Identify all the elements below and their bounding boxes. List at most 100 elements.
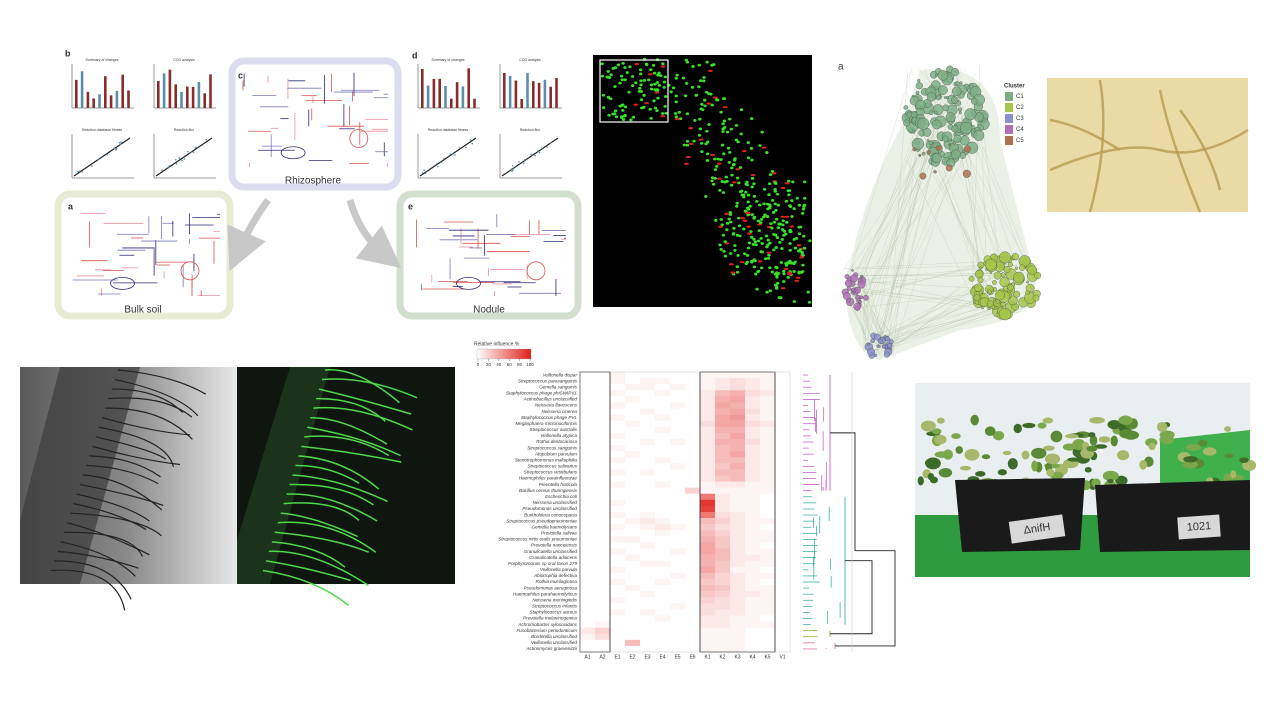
leaf: [934, 434, 947, 445]
cell: [691, 65, 695, 68]
heatmap-cell: [715, 372, 730, 379]
heatmap-cell: [745, 542, 760, 549]
mini-bar: [421, 68, 424, 108]
legend-swatch: [1005, 136, 1013, 145]
cell: [722, 106, 728, 109]
heatmap-cell: [685, 390, 700, 397]
heatmap-cell: [745, 372, 760, 379]
heatmap-cell: [625, 639, 640, 647]
heatmap-cell: [595, 372, 610, 379]
heatmap-cell: [625, 645, 640, 653]
leaf: [1050, 430, 1063, 443]
heatmap-cell: [625, 432, 640, 440]
cell: [734, 124, 739, 127]
cell: [616, 63, 621, 67]
mini-point: [465, 146, 467, 149]
heatmap-cell: [655, 445, 670, 452]
heatmap-cell: [610, 420, 625, 427]
root-hair-fluor: [268, 550, 369, 587]
column-label: K1: [704, 654, 710, 660]
heatmap-cell: [715, 518, 730, 525]
cell: [675, 73, 679, 77]
heatmap-cell: [640, 408, 655, 415]
root-body: [237, 367, 330, 584]
heatmap-cell: [775, 512, 790, 519]
cell: [609, 97, 613, 101]
panel-letter: c: [238, 70, 243, 80]
heatmap-cell: [685, 518, 700, 525]
leaf: [1044, 453, 1061, 465]
network-node: [867, 347, 875, 356]
cell: [742, 219, 748, 222]
heatmap-cell: [595, 396, 610, 403]
heatmap-cell: [610, 505, 625, 513]
heatmap-cell: [640, 591, 655, 598]
heatmap-cell: [625, 524, 640, 531]
heatmap-cell: [775, 560, 790, 567]
heatmap-cell: [670, 402, 685, 409]
heatmap-cell: [640, 402, 655, 409]
pathway-cycle: [180, 261, 200, 281]
heatmap-cell: [610, 512, 625, 519]
cell: [776, 203, 780, 207]
mini-bar: [197, 82, 201, 108]
network-node: [945, 95, 950, 100]
heatmap-cell: [685, 451, 700, 458]
heatmap-cell: [685, 420, 700, 427]
heatmap-cell: [640, 621, 655, 628]
mini-point: [118, 141, 121, 144]
heatmap-cell: [715, 548, 730, 555]
heatmap-cell: [670, 609, 685, 616]
row-label: Porphyromonas sp oral taxon 279: [508, 561, 577, 566]
heatmap-cell: [715, 578, 730, 586]
cell: [619, 115, 624, 119]
pot: [1095, 480, 1250, 552]
mini-point: [454, 154, 456, 156]
heatmap-cell: [745, 566, 760, 574]
cell: [674, 76, 678, 80]
cell: [655, 81, 660, 84]
pathway-cycle: [456, 276, 481, 290]
cell: [757, 260, 763, 263]
network-edge: [883, 156, 936, 354]
heatmap-cell: [685, 578, 700, 586]
heatmap-cell: [610, 414, 625, 421]
heatmap-cell: [670, 603, 685, 610]
heatmap-cell: [715, 603, 730, 610]
cell: [698, 127, 703, 131]
mini-bar: [168, 69, 172, 108]
mini-point: [449, 153, 452, 156]
heatmap-cell: [685, 572, 700, 580]
cell: [722, 249, 726, 253]
heatmap-cell: [685, 609, 700, 616]
cell: [662, 86, 666, 89]
mini-bar: [537, 82, 541, 108]
cell: [800, 211, 805, 215]
cell: [652, 99, 656, 103]
row-label: Haemophilus parainfluenzae: [519, 476, 578, 481]
heatmap-cell: [745, 597, 760, 604]
heatmap-cell: [580, 378, 595, 385]
row-label: Granulicatella adiacens: [529, 555, 577, 560]
root: [1158, 89, 1202, 213]
network-edge: [909, 131, 987, 272]
heatmap-cell: [745, 591, 760, 598]
heatmap-cell: [595, 591, 610, 598]
heatmap-cell: [625, 603, 640, 610]
heatmap-cell: [610, 445, 625, 452]
cell: [704, 90, 709, 94]
heatmap-cell: [685, 487, 700, 494]
heatmap-cell: [700, 645, 715, 653]
heatmap-cell: [715, 542, 730, 549]
heatmap-cell: [700, 426, 715, 434]
heatmap-cell: [700, 615, 715, 622]
heatmap-cell: [715, 463, 730, 470]
network-node: [1013, 290, 1021, 298]
heatmap-cell: [745, 645, 760, 653]
network-node: [942, 135, 949, 143]
cell: [735, 168, 741, 171]
heatmap-cell: [610, 499, 625, 507]
cell: [655, 88, 659, 91]
cell: [745, 254, 750, 257]
cell: [784, 182, 790, 185]
